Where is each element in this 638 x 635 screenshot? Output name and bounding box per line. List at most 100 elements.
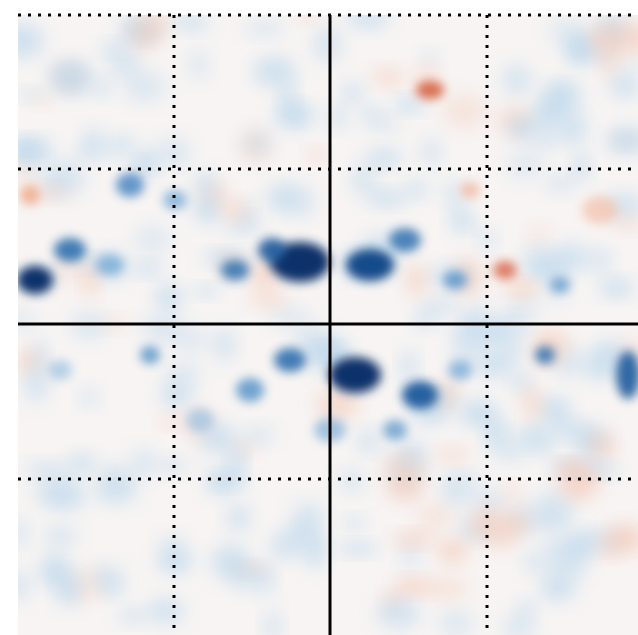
heatmap-blob bbox=[451, 318, 487, 344]
heatmap-blob bbox=[258, 238, 286, 262]
heatmap-blob bbox=[372, 68, 405, 85]
heatmap-blob bbox=[141, 318, 181, 339]
heatmap-blob bbox=[17, 266, 53, 294]
heatmap-blob bbox=[416, 81, 444, 99]
heatmap-blob bbox=[442, 472, 482, 488]
heatmap-blob bbox=[438, 610, 473, 635]
heatmap-blob bbox=[248, 289, 288, 308]
heatmap-blob bbox=[540, 575, 574, 601]
heatmap-view bbox=[0, 0, 638, 635]
heatmap-blob bbox=[443, 271, 467, 289]
heatmap-blob bbox=[274, 348, 306, 372]
heatmap-blob bbox=[142, 10, 169, 39]
heatmap-blob bbox=[437, 540, 468, 562]
heatmap-blob bbox=[148, 598, 184, 624]
page: (() => { const g = document.getElementBy… bbox=[0, 0, 638, 635]
heatmap-blob bbox=[91, 565, 124, 590]
heatmap-blob bbox=[343, 516, 365, 530]
heatmap-blob bbox=[400, 350, 417, 383]
heatmap-blob bbox=[241, 426, 274, 444]
heatmap-blob bbox=[44, 477, 86, 511]
heatmap-blob bbox=[416, 506, 453, 528]
heatmap-blob bbox=[364, 148, 403, 168]
heatmap-blob bbox=[583, 354, 616, 380]
heatmap-blob bbox=[406, 265, 427, 295]
heatmap-blob bbox=[421, 137, 441, 167]
heatmap-blob bbox=[155, 284, 183, 312]
heatmap-blob bbox=[346, 249, 394, 281]
heatmap-blob bbox=[383, 420, 407, 440]
heatmap-blob bbox=[501, 511, 529, 537]
heatmap-blob bbox=[546, 172, 574, 193]
heatmap-blob bbox=[372, 116, 400, 133]
heatmap-blob bbox=[392, 532, 435, 546]
heatmap-blob bbox=[459, 401, 497, 427]
heatmap-blob bbox=[558, 113, 586, 143]
heatmap-blob bbox=[13, 88, 46, 100]
heatmap-blob bbox=[26, 461, 70, 478]
heatmap-blob bbox=[241, 128, 272, 157]
heatmap-blob bbox=[460, 219, 476, 232]
heatmap-blob bbox=[221, 221, 255, 236]
heatmap-blob bbox=[589, 248, 612, 274]
heatmap-blob bbox=[427, 576, 467, 600]
heatmap-blob bbox=[116, 173, 144, 197]
heatmap-blob bbox=[358, 442, 380, 455]
heatmap-blob bbox=[117, 608, 149, 624]
heatmap-blob bbox=[305, 533, 326, 568]
heatmap-blob bbox=[219, 201, 249, 222]
heatmap-blob bbox=[195, 196, 220, 223]
heatmap-blob bbox=[497, 446, 524, 463]
heatmap-blob bbox=[274, 103, 313, 122]
heatmap-blob bbox=[448, 360, 472, 380]
heatmap-blob bbox=[421, 50, 440, 63]
heatmap-blob bbox=[588, 23, 628, 55]
heatmap-blob bbox=[135, 225, 171, 255]
heatmap-blob bbox=[132, 449, 155, 477]
heatmap-blob bbox=[329, 357, 381, 393]
heatmap-blob bbox=[573, 150, 590, 183]
heatmap-blob bbox=[57, 574, 81, 605]
heatmap-blob bbox=[158, 457, 185, 475]
heatmap-blob bbox=[386, 467, 425, 501]
heatmap-blob bbox=[158, 550, 193, 574]
heatmap-blob bbox=[500, 280, 538, 294]
heatmap-blob bbox=[347, 6, 388, 29]
heatmap-blob bbox=[7, 571, 29, 601]
heatmap-blob bbox=[161, 415, 180, 428]
heatmap-blob bbox=[122, 71, 166, 102]
heatmap-blob bbox=[93, 78, 110, 97]
heatmap-blob bbox=[221, 260, 249, 280]
heatmap-blob bbox=[49, 61, 91, 89]
heatmap-blob bbox=[96, 255, 124, 275]
heatmap-blob bbox=[552, 243, 590, 272]
heatmap-blob bbox=[377, 599, 420, 628]
heatmap-blob bbox=[523, 423, 557, 455]
heatmap-blob bbox=[402, 381, 438, 409]
heatmap-blob bbox=[80, 388, 98, 407]
heatmap-blob bbox=[521, 385, 543, 420]
heatmap-blob bbox=[559, 464, 600, 499]
heatmap-blob bbox=[539, 508, 571, 531]
heatmap-blob bbox=[308, 148, 325, 162]
heatmap-blob bbox=[582, 196, 618, 224]
heatmap-blob bbox=[313, 27, 341, 62]
heatmap-blob bbox=[236, 378, 264, 402]
heatmap-blob bbox=[244, 20, 285, 36]
heatmap-blob bbox=[522, 244, 548, 265]
heatmap-blob bbox=[508, 116, 537, 140]
heatmap-blob bbox=[406, 180, 426, 198]
heatmap-blob bbox=[101, 41, 128, 55]
heatmap-blob bbox=[195, 285, 217, 297]
heatmap-blob bbox=[290, 186, 314, 217]
heatmap-blob bbox=[186, 408, 214, 432]
heatmap-blob bbox=[502, 64, 532, 96]
heatmap-blob bbox=[195, 171, 217, 197]
heatmap-blob bbox=[506, 151, 542, 180]
heatmap-blob bbox=[10, 518, 27, 548]
heatmap-blob bbox=[25, 368, 48, 402]
heatmap-blob bbox=[350, 167, 376, 193]
heatmap-blob bbox=[82, 261, 98, 297]
heatmap-blob bbox=[503, 484, 522, 500]
heatmap-blob bbox=[20, 185, 40, 205]
